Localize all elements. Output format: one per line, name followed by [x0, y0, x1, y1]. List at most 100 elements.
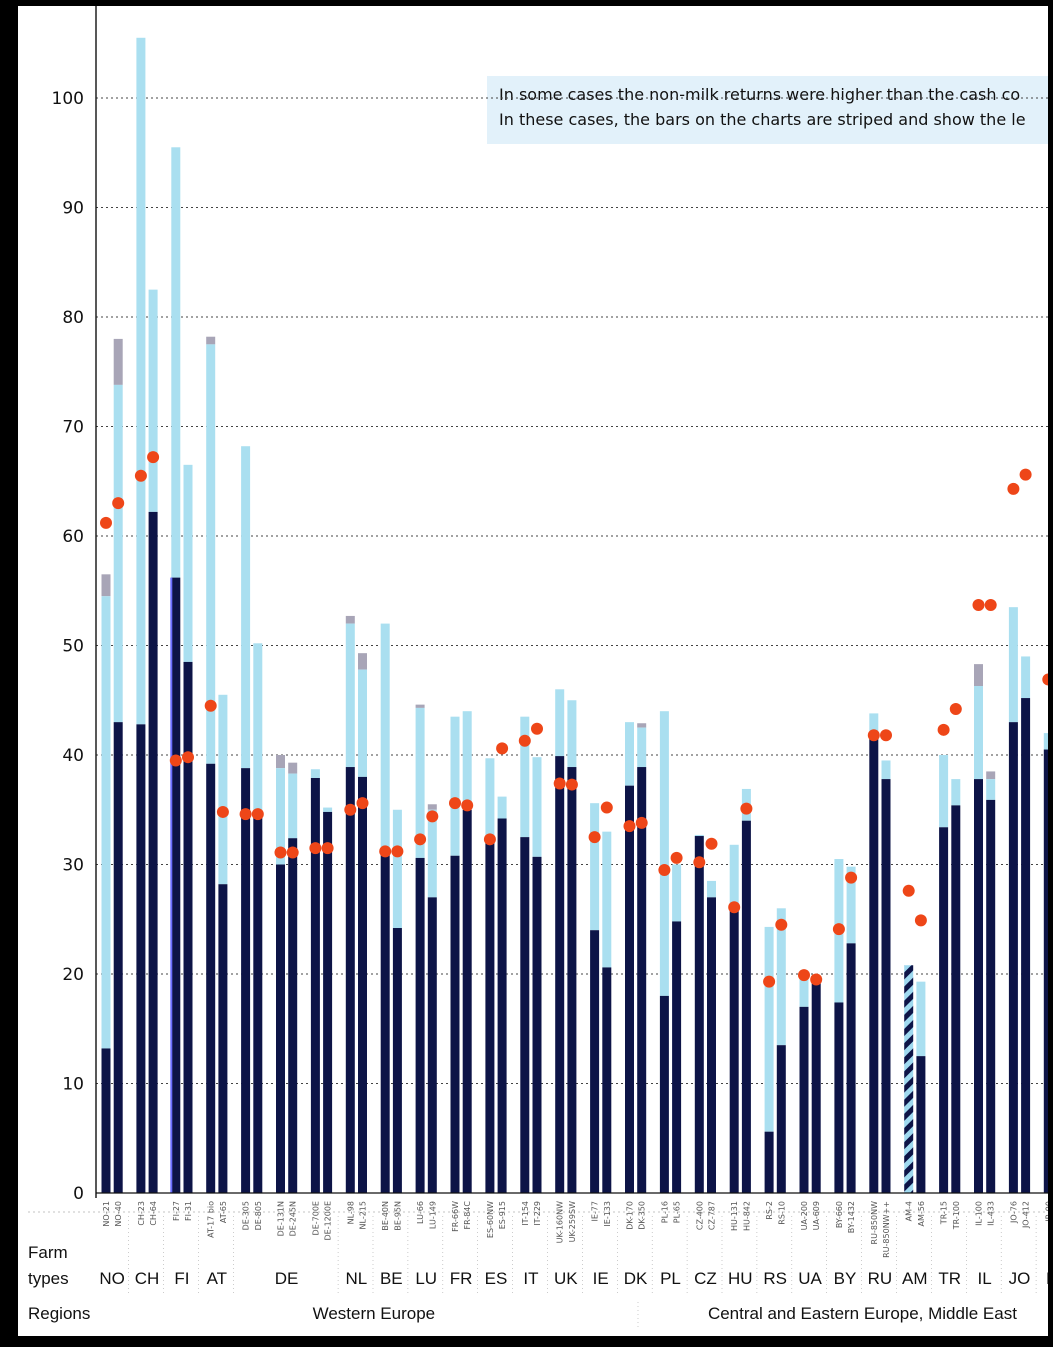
bar-light-segment — [602, 831, 612, 968]
cost-dot — [169, 754, 182, 767]
cost-dot — [635, 816, 648, 829]
country-label: UK — [554, 1269, 578, 1288]
country-label: AM — [902, 1269, 928, 1288]
farm-tick-label: UK-259SW — [568, 1201, 577, 1242]
bar-light-segment — [450, 716, 460, 856]
farm-tick-label: RU-850NW — [870, 1201, 879, 1245]
dots — [100, 451, 1048, 988]
bar-light-segment — [323, 807, 333, 812]
country-label: PL — [660, 1269, 681, 1288]
bar-dark-segment — [567, 767, 577, 1193]
bar-dark-segment — [881, 779, 891, 1193]
farm-tick-label: CZ-400 — [695, 1201, 704, 1230]
farm-tick-label: NO-21 — [102, 1201, 111, 1227]
cost-dot — [251, 808, 264, 821]
farm-tick-label: PL-65 — [673, 1201, 682, 1223]
cost-dot — [658, 863, 671, 876]
cost-dot — [845, 871, 858, 884]
bar-light-segment — [869, 713, 879, 739]
bar-dark-segment — [707, 897, 716, 1193]
bar-dark-segment — [358, 776, 367, 1193]
bar-dark-segment — [532, 856, 542, 1193]
bar-light-segment — [939, 755, 949, 828]
bar-light-segment — [427, 809, 437, 898]
farm-types-label: Farm — [28, 1243, 68, 1262]
bar-light-segment — [951, 779, 961, 806]
farm-tick-label: HU-131 — [730, 1201, 739, 1231]
bar-light-segment — [136, 37, 146, 725]
country-label: FR — [450, 1269, 473, 1288]
bar-gray-segment — [427, 804, 437, 810]
farm-tick-label: AM-56 — [917, 1201, 926, 1226]
cost-dot — [309, 842, 322, 855]
bar-dark-segment — [345, 767, 355, 1193]
cost-dot — [531, 722, 543, 735]
cost-dot — [728, 901, 741, 914]
bar-light-segment — [881, 760, 891, 780]
farm-tick-label: UA-200 — [800, 1201, 809, 1230]
bar-light-segment — [846, 866, 856, 944]
bar-dark-segment — [485, 842, 495, 1193]
cost-dot — [972, 598, 985, 611]
bar-light-segment — [241, 446, 251, 769]
cost-dot — [274, 846, 287, 859]
bar-light-segment — [183, 464, 193, 662]
axes: 0 10 20 30 40 50 60 70 80 90 100 — [28, 6, 1048, 1213]
farm-tick-label: DE-1200E — [324, 1201, 333, 1241]
farm-tick-label: NL-215 — [359, 1201, 368, 1229]
farm-tick-label: BY-660 — [835, 1201, 844, 1228]
bar-light-segment — [415, 707, 425, 858]
bar-light-segment — [485, 758, 495, 843]
cost-dot — [763, 975, 776, 988]
farm-tick-label: TR-100 — [952, 1201, 961, 1230]
y-tick-label: 50 — [62, 637, 84, 657]
farm-tick-label: BE-95N — [393, 1201, 402, 1231]
cost-dot — [902, 884, 915, 897]
bar-light-segment — [694, 834, 704, 837]
cost-dot — [810, 973, 823, 986]
bar-light-segment — [659, 711, 669, 996]
country-label: ES — [485, 1269, 508, 1288]
farm-tick-label: UA-609 — [812, 1201, 821, 1230]
farm-tick-label: RS-2 — [765, 1201, 774, 1220]
bar-gray-segment — [358, 653, 367, 670]
cost-dot — [216, 805, 229, 818]
bar-light-segment — [1021, 656, 1031, 699]
bar-light-segment — [707, 880, 716, 898]
note-box: In some cases the non-milk returns were … — [487, 76, 1048, 144]
bar-dark-segment — [764, 1131, 774, 1193]
y-tick-label: 20 — [62, 965, 84, 985]
bar-light-segment — [345, 623, 355, 768]
bar-dark-segment — [148, 511, 158, 1193]
y-tick-label: 70 — [62, 418, 84, 438]
bar-light-segment — [1008, 607, 1018, 723]
bar-light-segment — [497, 796, 507, 819]
bar-gray-segment — [288, 762, 298, 774]
bar-dark-segment — [206, 763, 216, 1193]
bar-dark-segment — [659, 995, 669, 1193]
cost-dot — [740, 802, 753, 815]
farm-tick-label: FR-84C — [463, 1201, 472, 1230]
cost-dot — [565, 778, 578, 791]
bar-dark-segment — [776, 1045, 786, 1193]
farm-tick-label: PL-16 — [660, 1201, 669, 1223]
farm-tick-label: DK-350 — [638, 1201, 647, 1230]
bar-gray-segment — [113, 338, 123, 385]
bar-light-segment — [625, 722, 634, 786]
farm-tick-label: FI-31 — [184, 1201, 193, 1221]
bar-gray-segment — [415, 704, 425, 708]
bar-light-segment — [916, 981, 926, 1057]
cost-dot — [496, 742, 509, 755]
cost-dot — [239, 808, 252, 821]
country-label: IE — [593, 1269, 609, 1288]
regions-label: Regions — [28, 1304, 90, 1323]
cost-dot — [1042, 673, 1048, 686]
farm-tick-label: IR-90 — [1044, 1201, 1048, 1222]
farm-tick-label: HU-842 — [742, 1201, 751, 1231]
bar-light-segment — [113, 384, 123, 723]
bar-light-segment — [218, 694, 228, 885]
cost-dot — [832, 923, 845, 936]
country-label: UA — [798, 1269, 822, 1288]
bar-dark-segment — [590, 930, 600, 1193]
bar-light-segment — [462, 711, 472, 810]
